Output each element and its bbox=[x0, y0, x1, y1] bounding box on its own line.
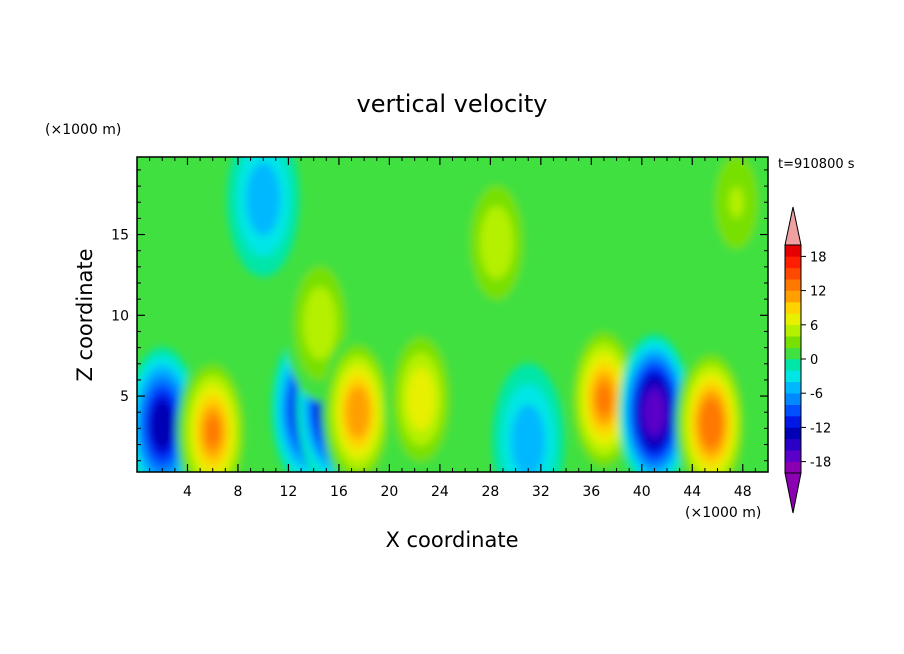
velocity-cell bbox=[321, 334, 394, 472]
x-tick-label: 28 bbox=[481, 484, 499, 500]
x-tick-label: 40 bbox=[633, 484, 651, 500]
colorbar-tick-label: -12 bbox=[810, 421, 831, 436]
velocity-cell bbox=[460, 164, 533, 321]
y-axis-label: Z coordinate bbox=[73, 248, 97, 381]
contour-ring bbox=[350, 396, 366, 428]
velocity-cell bbox=[492, 363, 565, 472]
y-unit-label: (×1000 m) bbox=[45, 122, 121, 138]
y-tick-label: 15 bbox=[111, 228, 129, 244]
colorbar-tick-label: -18 bbox=[810, 456, 831, 471]
x-tick-label: 4 bbox=[183, 484, 192, 500]
colorbar-band bbox=[785, 438, 801, 451]
colorbar-band bbox=[785, 427, 801, 440]
velocity-cell bbox=[384, 321, 457, 472]
colorbar-tick-label: 0 bbox=[810, 353, 818, 368]
x-tick-label: 36 bbox=[582, 484, 600, 500]
colorbar-band bbox=[785, 313, 801, 326]
contour-ring bbox=[413, 383, 429, 415]
chart-title: vertical velocity bbox=[357, 90, 548, 118]
velocity-cell bbox=[618, 334, 691, 472]
x-tick-label: 44 bbox=[683, 484, 701, 500]
time-label: t=910800 s bbox=[778, 157, 855, 172]
x-unit-label: (×1000 m) bbox=[685, 505, 761, 521]
colorbar-tick-label: 12 bbox=[810, 285, 827, 300]
colorbar-band bbox=[785, 302, 801, 314]
contour-ring bbox=[596, 383, 612, 415]
colorbar-band bbox=[785, 450, 801, 462]
colorbar-band bbox=[785, 290, 801, 303]
velocity-cell bbox=[227, 157, 300, 277]
y-tick-label: 5 bbox=[120, 389, 129, 405]
colorbar-under-arrow bbox=[784, 472, 802, 514]
colorbar-band bbox=[785, 416, 801, 428]
contour-ring bbox=[521, 425, 536, 457]
colorbar-tick-label: 6 bbox=[810, 319, 818, 334]
colorbar-band bbox=[785, 393, 801, 405]
x-tick-label: 16 bbox=[330, 484, 348, 500]
colorbar: 18 12 6 0 -6 -12 -18 bbox=[784, 206, 831, 514]
colorbar-band bbox=[785, 267, 801, 280]
contour-ring bbox=[155, 409, 170, 441]
colorbar-over-arrow bbox=[784, 206, 802, 246]
y-axis: 5 10 15 bbox=[111, 169, 768, 462]
colorbar-band bbox=[785, 324, 801, 337]
contour-ring bbox=[312, 307, 328, 339]
colorbar-band bbox=[785, 370, 801, 383]
velocity-cell bbox=[700, 157, 768, 281]
colorbar-band bbox=[785, 359, 801, 371]
plot-area bbox=[137, 157, 768, 472]
x-tick-label: 32 bbox=[532, 484, 550, 500]
colorbar-band bbox=[785, 381, 801, 394]
x-tick-label: 20 bbox=[380, 484, 398, 500]
colorbar-band bbox=[785, 404, 801, 417]
contour-ring bbox=[205, 416, 220, 448]
velocity-cell bbox=[675, 345, 748, 472]
x-axis: 4 8 12 16 20 24 28 32 36 40 44 48 bbox=[149, 157, 756, 500]
contour-ring bbox=[647, 396, 662, 428]
contour-ring bbox=[256, 183, 271, 215]
contour-ring bbox=[704, 407, 719, 440]
colorbar-tick-label: -6 bbox=[810, 387, 823, 402]
x-tick-label: 8 bbox=[233, 484, 242, 500]
velocity-cell bbox=[176, 353, 249, 472]
contour-ring bbox=[729, 186, 744, 218]
colorbar-tick-label: 18 bbox=[810, 250, 827, 265]
x-tick-label: 24 bbox=[431, 484, 449, 500]
colorbar-band bbox=[785, 256, 801, 269]
colorbar-band bbox=[785, 336, 801, 348]
colorbar-band bbox=[785, 347, 801, 360]
x-tick-label: 48 bbox=[734, 484, 752, 500]
contour-ring bbox=[489, 227, 504, 259]
colorbar-band bbox=[785, 461, 801, 474]
y-tick-label: 10 bbox=[111, 308, 129, 324]
x-tick-label: 12 bbox=[280, 484, 298, 500]
x-axis-label: X coordinate bbox=[385, 528, 518, 552]
colorbar-band bbox=[785, 279, 801, 291]
colorbar-band bbox=[785, 245, 801, 257]
contour-field bbox=[137, 157, 768, 472]
